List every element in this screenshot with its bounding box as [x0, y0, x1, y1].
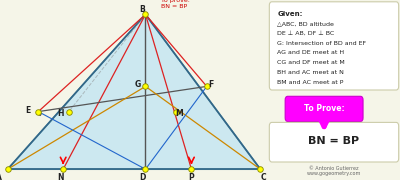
Text: BN = BP: BN = BP — [308, 136, 360, 146]
Text: N: N — [57, 173, 63, 180]
FancyBboxPatch shape — [269, 2, 399, 90]
Text: B: B — [140, 5, 145, 14]
Text: DE ⊥ AB, DF ⊥ BC: DE ⊥ AB, DF ⊥ BC — [277, 31, 334, 36]
Text: AG and DE meet at H: AG and DE meet at H — [277, 50, 344, 55]
Text: M: M — [175, 109, 183, 118]
FancyBboxPatch shape — [285, 96, 363, 122]
Text: G: Intersection of BD and EF: G: Intersection of BD and EF — [277, 40, 366, 46]
Text: △ABC, BD altitude: △ABC, BD altitude — [277, 21, 334, 26]
Text: F: F — [208, 80, 213, 89]
Text: G: G — [135, 80, 141, 89]
FancyBboxPatch shape — [269, 122, 399, 162]
Text: CG and DF meet at M: CG and DF meet at M — [277, 60, 345, 65]
Text: P: P — [188, 173, 194, 180]
Text: D: D — [139, 173, 146, 180]
Text: Given:: Given: — [277, 11, 303, 17]
Text: H: H — [57, 109, 64, 118]
Text: BM and AC meet at P: BM and AC meet at P — [277, 80, 344, 85]
Text: To prove:
BN = BP: To prove: BN = BP — [161, 0, 190, 9]
Polygon shape — [8, 14, 260, 169]
Text: E: E — [25, 106, 30, 115]
Text: To Prove:: To Prove: — [304, 104, 344, 113]
Text: A: A — [0, 173, 2, 180]
Text: C: C — [260, 173, 266, 180]
Text: © Antonio Gutierrez
www.gogeometry.com: © Antonio Gutierrez www.gogeometry.com — [307, 166, 361, 176]
Text: BH and AC meet at N: BH and AC meet at N — [277, 70, 344, 75]
